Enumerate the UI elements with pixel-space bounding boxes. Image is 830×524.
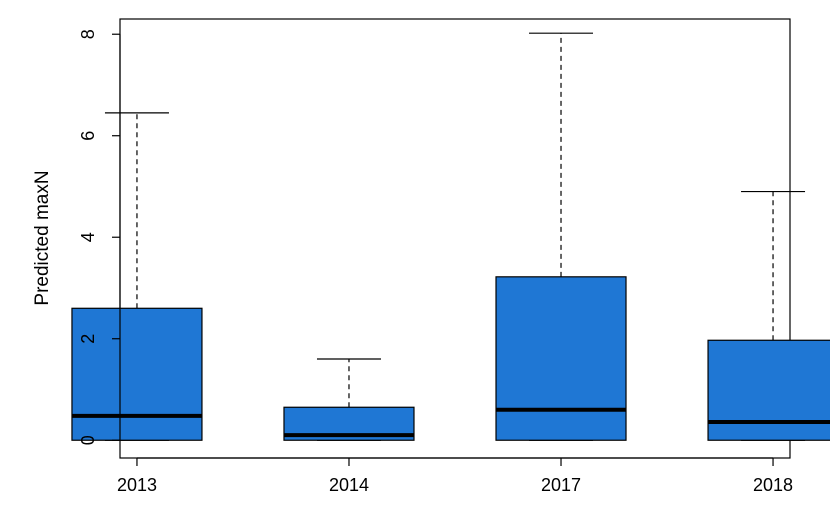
box-body xyxy=(495,276,627,441)
y-tick-label: 2 xyxy=(78,334,98,344)
y-tick-label: 0 xyxy=(78,435,98,445)
box-body xyxy=(71,307,203,441)
x-tick-label: 2014 xyxy=(329,475,369,495)
y-axis: 0 2 4 6 8 xyxy=(78,29,121,445)
y-tick-label: 6 xyxy=(78,131,98,141)
box-2018 xyxy=(707,190,830,441)
x-tick-label: 2018 xyxy=(753,475,793,495)
boxes-group xyxy=(71,32,830,441)
y-tick-label: 4 xyxy=(78,232,98,242)
box-body xyxy=(707,339,830,441)
y-tick-label: 8 xyxy=(78,29,98,39)
plot-frame xyxy=(119,18,791,459)
box-2013 xyxy=(71,112,203,441)
box-2014 xyxy=(283,358,415,441)
box-2017 xyxy=(495,32,627,441)
x-tick-label: 2017 xyxy=(541,475,581,495)
y-axis-title: Predicted maxN xyxy=(32,170,53,305)
x-axis: 2013 2014 2017 2018 xyxy=(117,457,793,495)
x-tick-label: 2013 xyxy=(117,475,157,495)
